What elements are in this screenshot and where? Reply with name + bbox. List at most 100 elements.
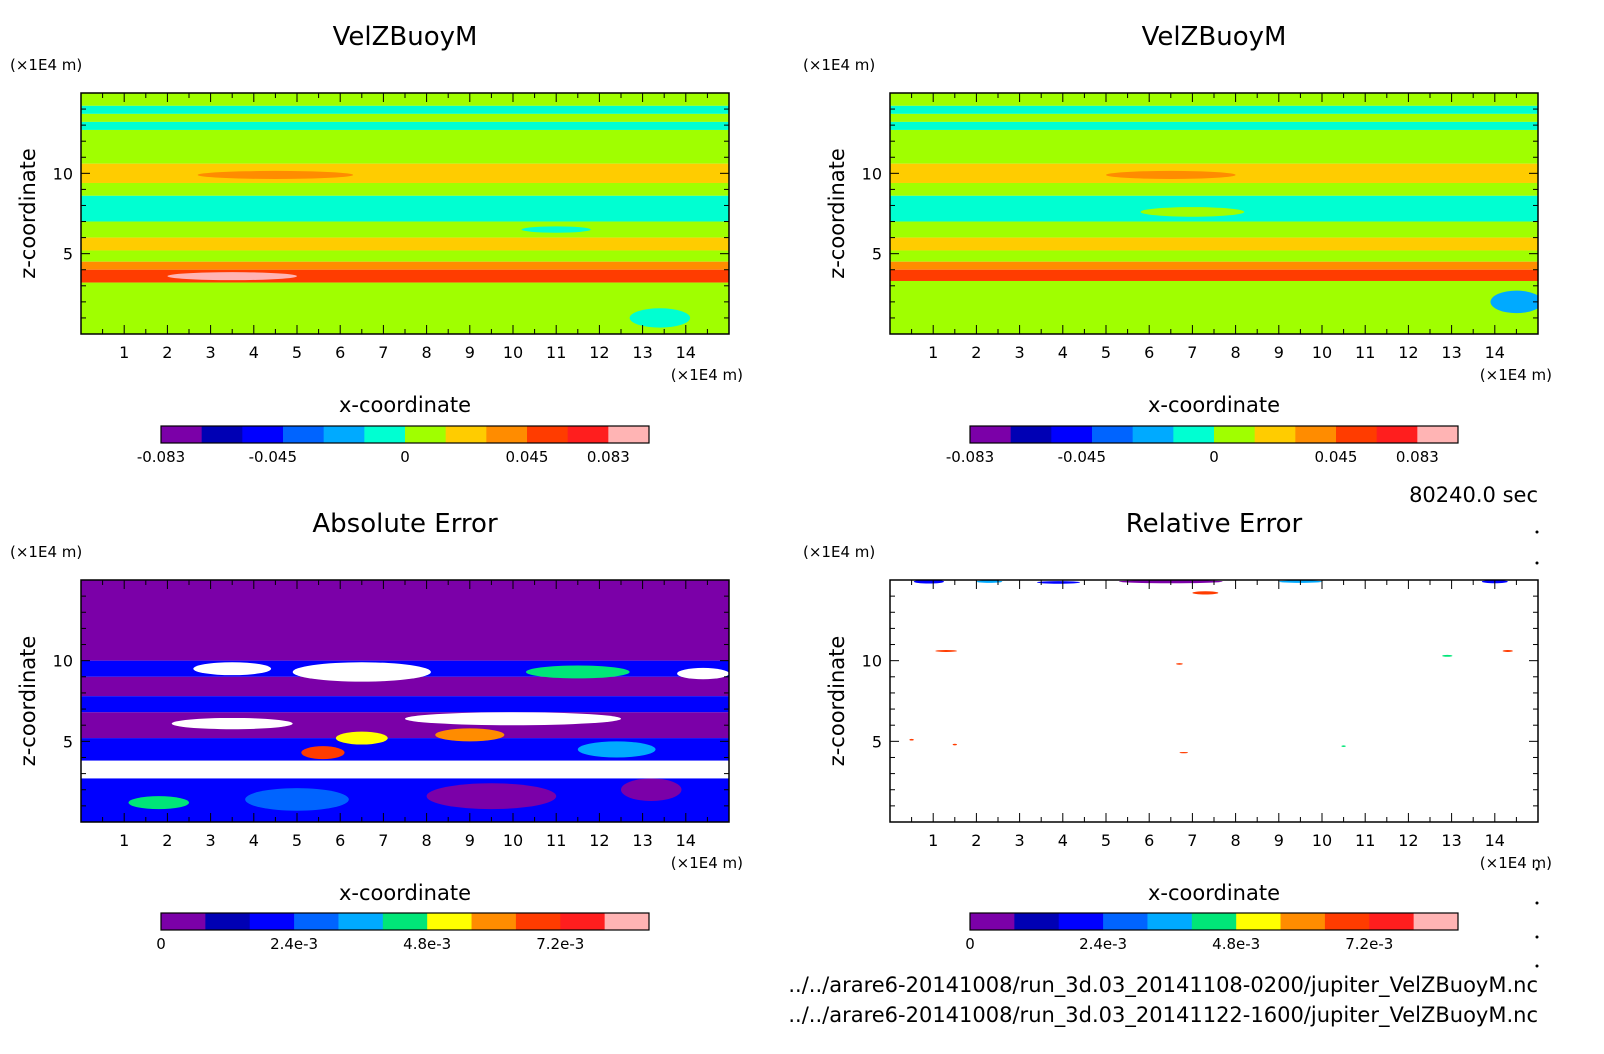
x-tick-label: 13 <box>632 831 652 850</box>
contour-blob <box>171 717 293 730</box>
contour-blob <box>435 728 505 742</box>
colorbar-swatch <box>1369 913 1415 930</box>
x-tick-label: 5 <box>292 831 302 850</box>
x-tick-label: 2 <box>162 343 172 362</box>
colorbar-frame <box>160 425 650 444</box>
colorbar-label: -0.045 <box>249 448 297 466</box>
plot-area <box>890 93 1538 334</box>
colorbar-swatch <box>970 913 1015 930</box>
colorbar-swatch <box>486 426 528 443</box>
x-tick-label: 7 <box>1187 343 1197 362</box>
contour-blob <box>245 788 349 811</box>
contour-blob <box>621 778 682 802</box>
colorbar-swatch <box>1058 913 1104 930</box>
contour-band <box>81 121 729 130</box>
colorbar-swatch <box>1191 913 1237 930</box>
colorbar-label: 0 <box>1209 448 1219 466</box>
colorbar-swatch <box>427 913 473 930</box>
contour-band <box>81 696 729 713</box>
contour-band <box>890 105 1538 114</box>
contour-blob <box>197 170 354 179</box>
contour-band <box>81 163 729 183</box>
y-axis-label: z-coordinate <box>825 636 849 767</box>
colorbar-swatch <box>1147 913 1193 930</box>
contour-band <box>890 121 1538 130</box>
colorbar-label: -0.083 <box>946 448 994 466</box>
contour-band <box>890 93 1538 106</box>
contour-blob <box>1175 663 1183 665</box>
x-tick-label: 5 <box>1101 343 1111 362</box>
x-unit-label: (×1E4 m) <box>671 854 743 872</box>
x-tick-label: 1 <box>928 343 938 362</box>
x-tick-label: 11 <box>1355 343 1375 362</box>
x-tick-label: 7 <box>1187 831 1197 850</box>
y-axis-label: z-coordinate <box>825 148 849 279</box>
x-tick-label: 5 <box>292 343 302 362</box>
contour-blob <box>167 272 297 281</box>
contour-blob <box>1179 751 1189 754</box>
x-tick-label: 12 <box>589 831 609 850</box>
colorbar-swatch <box>1051 426 1093 443</box>
colorbar-label: 0.045 <box>1315 448 1358 466</box>
x-tick-label: 4 <box>1058 343 1068 362</box>
contour-blob <box>1036 581 1081 584</box>
colorbar-frame <box>969 912 1459 931</box>
colorbar-swatch <box>445 426 487 443</box>
x-tick-label: 11 <box>546 343 566 362</box>
contour-band <box>890 237 1538 251</box>
colorbar-label: 7.2e-3 <box>1345 935 1393 953</box>
colorbar-label: 0.083 <box>1396 448 1439 466</box>
y-unit-label: (×1E4 m) <box>10 543 82 561</box>
contour-blob <box>952 743 957 746</box>
x-tick-label: 3 <box>1015 831 1025 850</box>
contour-blob <box>525 665 630 679</box>
y-tick-label: 10 <box>862 652 882 671</box>
x-tick-label: 14 <box>1485 831 1505 850</box>
contour-blob <box>1502 650 1513 652</box>
x-tick-label: 9 <box>1274 831 1284 850</box>
colorbar-swatch <box>1173 426 1215 443</box>
contour-blob <box>335 731 388 745</box>
x-tick-label: 12 <box>589 343 609 362</box>
x-axis-label: x-coordinate <box>339 881 471 905</box>
colorbar-label: 4.8e-3 <box>403 935 451 953</box>
colorbar-label: -0.045 <box>1058 448 1106 466</box>
colorbar-label: 0.045 <box>506 448 549 466</box>
contour-blob <box>1341 745 1346 747</box>
x-tick-label: 9 <box>1274 343 1284 362</box>
x-tick-label: 13 <box>1441 343 1461 362</box>
contour-band <box>81 129 729 164</box>
x-tick-label: 8 <box>422 831 432 850</box>
x-tick-label: 13 <box>632 343 652 362</box>
x-tick-label: 3 <box>206 831 216 850</box>
time-label: 80240.0 sec <box>1409 483 1538 507</box>
x-tick-label: 2 <box>971 343 981 362</box>
colorbar-swatch <box>205 913 251 930</box>
contour-band <box>81 105 729 114</box>
y-unit-label: (×1E4 m) <box>803 543 875 561</box>
contour-blob <box>521 226 591 233</box>
x-tick-label: 13 <box>1441 831 1461 850</box>
colorbar-swatch <box>364 426 406 443</box>
x-tick-label: 1 <box>928 831 938 850</box>
contour-blob <box>935 650 957 652</box>
colorbar-label: -0.083 <box>137 448 185 466</box>
x-tick-label: 5 <box>1101 831 1111 850</box>
colorbar-label: 7.2e-3 <box>536 935 584 953</box>
plot-area <box>81 93 729 334</box>
colorbar-swatch <box>527 426 569 443</box>
contour-blob <box>1140 207 1245 217</box>
colorbar-swatch <box>1010 426 1052 443</box>
colorbar-swatch <box>161 913 206 930</box>
colorbar-swatch <box>560 913 606 930</box>
contour-band <box>890 129 1538 164</box>
y-tick-label: 5 <box>872 732 882 751</box>
x-axis-label: x-coordinate <box>1148 393 1280 417</box>
x-tick-label: 4 <box>1058 831 1068 850</box>
colorbar-swatch <box>1280 913 1326 930</box>
x-tick-label: 9 <box>465 343 475 362</box>
x-tick-label: 6 <box>1144 343 1154 362</box>
